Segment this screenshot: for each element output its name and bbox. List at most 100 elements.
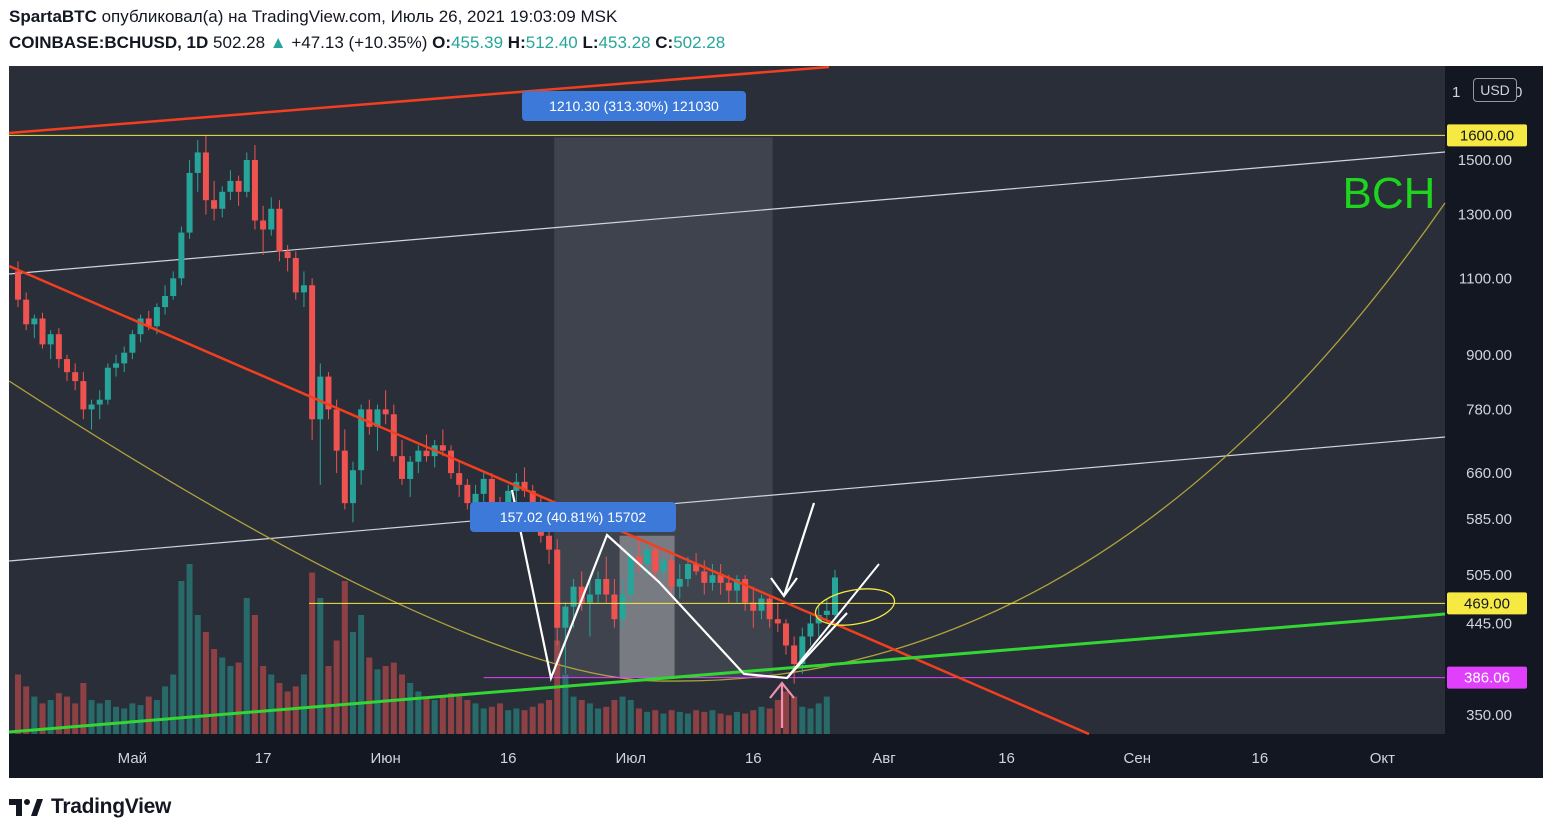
volume-bar (791, 696, 798, 734)
volume-bar (652, 710, 659, 734)
candle-body (529, 490, 536, 510)
candle-body (627, 556, 634, 595)
price-tick-label: 505.00 (1466, 567, 1512, 584)
volume-bar (251, 615, 258, 734)
candle-body (178, 232, 185, 279)
volume-bar (750, 710, 757, 734)
measure-label-small: 157.02 (40.81%) 15702 (500, 509, 647, 525)
candle-body (349, 470, 356, 504)
volume-bar (537, 703, 544, 734)
candle-body (15, 271, 21, 300)
green-support-line (9, 612, 1446, 734)
volume-bar (292, 686, 299, 734)
volume-bar (709, 710, 716, 734)
volume-bar (268, 674, 275, 734)
candle-body (701, 571, 708, 583)
volume-bar (603, 706, 610, 734)
volume-bar (472, 703, 479, 734)
symbol-name[interactable]: COINBASE:BCHUSD, 1D (9, 33, 209, 52)
candle-body (72, 372, 79, 382)
volume-bar (104, 700, 111, 734)
candle-body (358, 409, 365, 471)
price-tick-label: 900.00 (1466, 347, 1512, 364)
volume-bar (733, 711, 740, 734)
candle-body (807, 623, 814, 637)
volume-bar (807, 708, 814, 734)
candle-body (227, 180, 234, 192)
volume-bar (31, 696, 38, 734)
volume-bar (693, 710, 700, 734)
volume-bar (366, 657, 373, 734)
price-chart[interactable]: BCH 1210.30 (313.30%) 121030 157.02 (40.81… (9, 66, 1543, 778)
candle-body (742, 578, 749, 603)
candle-body (480, 478, 487, 494)
candle-body (766, 598, 773, 620)
candle-body (366, 409, 373, 427)
candle-body (341, 450, 348, 504)
volume-bar (635, 708, 642, 734)
candle-body (668, 560, 675, 587)
measure-label-small-bg (470, 502, 676, 532)
volume-bar (145, 696, 152, 734)
down-arrow-annotation-icon (770, 502, 816, 598)
volume-bar (96, 703, 103, 734)
volume-bar (758, 706, 765, 734)
candle-body (309, 285, 316, 420)
candle-body (832, 577, 838, 615)
volume-bar (799, 706, 806, 734)
author-name[interactable]: SpartaBTC (9, 7, 97, 26)
volume-bar (448, 693, 455, 734)
candle-body (652, 549, 659, 572)
volume-bar (219, 657, 226, 734)
price-tick-label: 660.00 (1466, 465, 1512, 482)
time-axis-area (9, 734, 1543, 778)
candle-body (799, 636, 806, 665)
volume-bar (64, 696, 71, 734)
volume-bar (578, 700, 585, 734)
volume-bar (546, 700, 553, 734)
volume-bar (611, 700, 618, 734)
volume-bar (570, 696, 577, 734)
time-tick-label: 16 (500, 750, 517, 767)
candle-body (586, 594, 593, 603)
volume-bar (668, 710, 675, 734)
time-tick-label: Июн (370, 750, 400, 767)
volume-bar (88, 700, 95, 734)
price-tick-label: 780.00 (1466, 401, 1512, 418)
price-tick-label: 1100.00 (1459, 270, 1512, 287)
volume-bar (815, 703, 822, 734)
change-arrow-icon: ▲ (269, 33, 287, 52)
close-value: 502.28 (673, 33, 726, 52)
footer-logo[interactable]: TradingView (9, 795, 171, 819)
volume-bar (407, 683, 414, 734)
candle-body (733, 578, 740, 591)
candle-body (448, 450, 455, 474)
ticker-label: BCH (1343, 169, 1436, 218)
candle-body (162, 296, 169, 308)
price-tick-label: 445.00 (1466, 615, 1512, 632)
volume-bar (113, 706, 120, 734)
volume-bar (676, 711, 683, 734)
candle-body (292, 258, 299, 293)
candle-body (546, 535, 553, 550)
volume-bar (202, 632, 209, 734)
candle-body (104, 367, 111, 400)
candle-body (456, 473, 463, 485)
currency-button[interactable]: USD (1473, 78, 1517, 102)
volume-bar (562, 674, 569, 734)
volume-bar (39, 703, 46, 734)
candle-body (80, 381, 87, 410)
volume-bar (284, 691, 291, 734)
candle-body (260, 220, 267, 230)
candle-body (31, 318, 38, 325)
volume-bar (235, 662, 242, 734)
price-tick-label: 350.00 (1466, 707, 1512, 724)
footer-brand: TradingView (51, 795, 172, 818)
low-value: 453.28 (598, 33, 651, 52)
channel-line-upper (9, 151, 1446, 275)
volume-bar (644, 711, 651, 734)
candle-body (782, 623, 789, 646)
chart-pane[interactable]: BCH 1210.30 (313.30%) 121030 157.02 (40.81… (9, 66, 1543, 778)
candle-body (823, 610, 830, 615)
volume-bar (586, 703, 593, 734)
